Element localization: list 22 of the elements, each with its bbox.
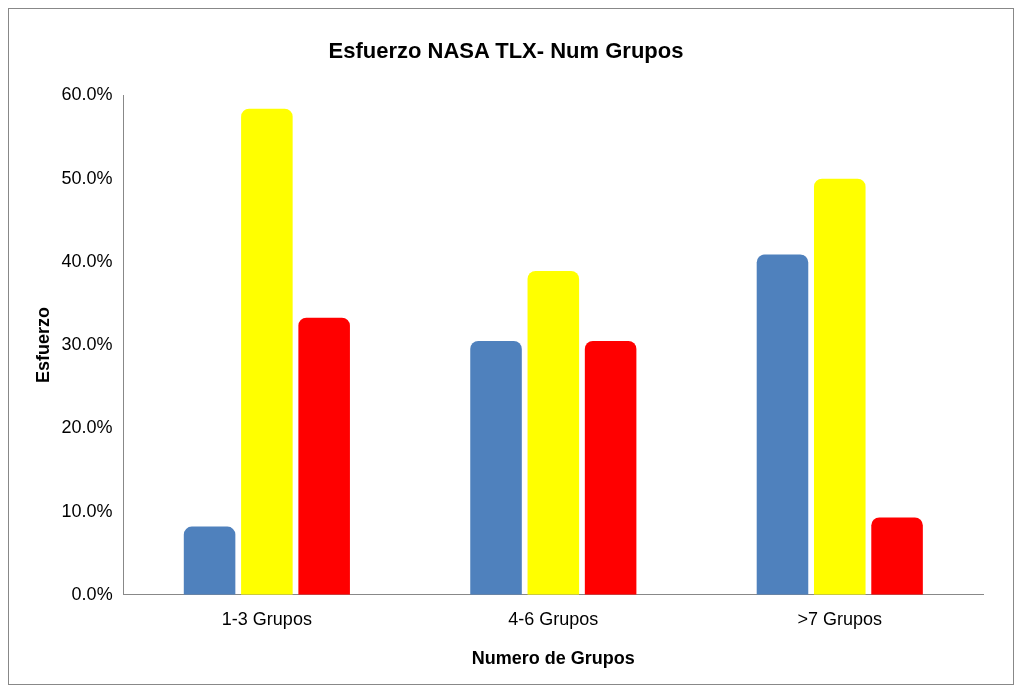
bar (871, 517, 923, 595)
y-tick-label: 60.0% (61, 84, 113, 105)
bar (183, 526, 236, 595)
y-tick-label: 20.0% (61, 417, 113, 438)
bar (813, 178, 866, 595)
x-axis-title: Numero de Grupos (471, 648, 635, 669)
bar (470, 340, 522, 595)
y-tick-label: 0.0% (71, 583, 113, 604)
y-axis-title: Esfuerzo (32, 307, 53, 384)
bar (584, 340, 637, 595)
y-tick-label: 30.0% (61, 334, 113, 355)
bar (756, 254, 809, 595)
bar (241, 108, 293, 595)
chart-title: Esfuerzo NASA TLX- Num Grupos (328, 38, 684, 64)
bar (527, 271, 580, 595)
bar (298, 317, 350, 595)
y-tick-label: 10.0% (61, 500, 113, 521)
y-tick-label: 40.0% (61, 250, 113, 271)
y-tick-label: 50.0% (61, 167, 113, 188)
x-tick-label: >7 Grupos (797, 608, 883, 629)
x-tick-label: 4-6 Grupos (508, 608, 599, 629)
x-tick-label: 1-3 Grupos (221, 608, 312, 629)
